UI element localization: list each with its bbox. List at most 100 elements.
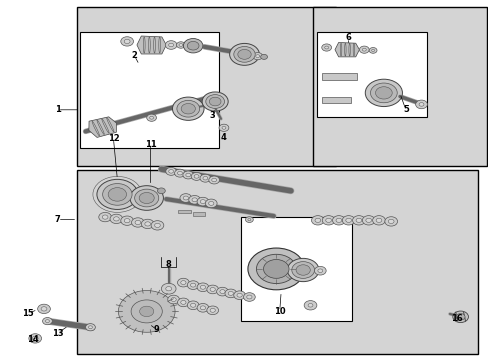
Circle shape bbox=[208, 202, 213, 205]
Circle shape bbox=[210, 309, 215, 312]
Circle shape bbox=[177, 171, 182, 175]
Circle shape bbox=[355, 218, 361, 222]
Circle shape bbox=[121, 216, 133, 225]
Circle shape bbox=[342, 216, 354, 225]
Circle shape bbox=[124, 39, 130, 44]
Circle shape bbox=[311, 216, 324, 225]
Circle shape bbox=[206, 285, 218, 294]
Circle shape bbox=[314, 218, 320, 222]
Text: 5: 5 bbox=[402, 105, 408, 114]
Text: 3: 3 bbox=[209, 111, 215, 120]
Circle shape bbox=[168, 43, 173, 47]
Circle shape bbox=[255, 55, 259, 58]
Circle shape bbox=[135, 220, 141, 225]
Circle shape bbox=[165, 167, 176, 175]
Circle shape bbox=[181, 281, 185, 284]
Circle shape bbox=[256, 254, 296, 284]
Circle shape bbox=[206, 306, 218, 315]
Circle shape bbox=[157, 188, 165, 194]
Circle shape bbox=[118, 291, 175, 332]
Text: 11: 11 bbox=[144, 140, 156, 149]
Circle shape bbox=[304, 301, 316, 310]
Circle shape bbox=[321, 44, 331, 51]
Text: 6: 6 bbox=[345, 33, 351, 42]
Circle shape bbox=[108, 188, 126, 201]
Circle shape bbox=[172, 97, 203, 120]
Bar bbox=[178, 210, 190, 213]
Circle shape bbox=[194, 175, 199, 178]
Circle shape bbox=[41, 307, 47, 311]
Circle shape bbox=[307, 303, 312, 307]
Circle shape bbox=[38, 304, 50, 314]
Circle shape bbox=[130, 186, 163, 210]
Bar bbox=[312, 7, 486, 166]
Polygon shape bbox=[334, 42, 359, 57]
Circle shape bbox=[418, 103, 423, 106]
Circle shape bbox=[332, 216, 345, 225]
Circle shape bbox=[455, 314, 464, 320]
Circle shape bbox=[216, 287, 228, 296]
Circle shape bbox=[188, 195, 200, 204]
Circle shape bbox=[335, 218, 341, 222]
Bar bbox=[316, 32, 426, 117]
Text: 15: 15 bbox=[22, 309, 34, 318]
Circle shape bbox=[121, 37, 133, 46]
Circle shape bbox=[325, 218, 331, 222]
Text: 13: 13 bbox=[52, 328, 63, 338]
Circle shape bbox=[368, 48, 376, 53]
Circle shape bbox=[233, 291, 245, 300]
Circle shape bbox=[452, 311, 468, 323]
Circle shape bbox=[375, 87, 391, 99]
Circle shape bbox=[295, 265, 310, 275]
Text: 10: 10 bbox=[273, 307, 285, 316]
Circle shape bbox=[102, 184, 132, 205]
Circle shape bbox=[365, 79, 402, 107]
Circle shape bbox=[32, 336, 38, 341]
Circle shape bbox=[324, 46, 328, 49]
Circle shape bbox=[190, 303, 195, 307]
Circle shape bbox=[208, 176, 219, 184]
Circle shape bbox=[183, 196, 188, 200]
Circle shape bbox=[185, 173, 190, 177]
Circle shape bbox=[177, 100, 199, 117]
Circle shape bbox=[205, 199, 217, 208]
Circle shape bbox=[99, 212, 111, 222]
Circle shape bbox=[229, 44, 259, 65]
Circle shape bbox=[88, 326, 92, 329]
Circle shape bbox=[245, 217, 253, 222]
Circle shape bbox=[371, 49, 374, 51]
Circle shape bbox=[375, 218, 381, 222]
Circle shape bbox=[362, 48, 366, 51]
Circle shape bbox=[222, 126, 225, 129]
Circle shape bbox=[181, 103, 195, 114]
Circle shape bbox=[171, 298, 176, 301]
Circle shape bbox=[191, 172, 202, 180]
Circle shape bbox=[233, 46, 255, 62]
Circle shape bbox=[237, 293, 242, 297]
Circle shape bbox=[174, 169, 185, 177]
Bar bbox=[321, 73, 356, 80]
Circle shape bbox=[415, 100, 427, 109]
Circle shape bbox=[187, 281, 199, 289]
Circle shape bbox=[45, 320, 49, 323]
Circle shape bbox=[146, 114, 156, 121]
Circle shape bbox=[183, 171, 193, 179]
Circle shape bbox=[345, 218, 351, 222]
Bar bbox=[193, 212, 205, 216]
Circle shape bbox=[165, 287, 171, 291]
Text: 14: 14 bbox=[27, 335, 39, 343]
Circle shape bbox=[42, 318, 52, 325]
Circle shape bbox=[246, 295, 251, 299]
Circle shape bbox=[85, 324, 95, 331]
Bar bbox=[80, 32, 219, 148]
Circle shape bbox=[177, 298, 189, 307]
Text: 12: 12 bbox=[107, 134, 119, 143]
Circle shape bbox=[167, 295, 179, 304]
Circle shape bbox=[202, 92, 228, 111]
Circle shape bbox=[372, 216, 385, 225]
Circle shape bbox=[29, 334, 41, 343]
Circle shape bbox=[224, 289, 236, 298]
Circle shape bbox=[190, 283, 195, 287]
Circle shape bbox=[203, 176, 207, 180]
Text: 9: 9 bbox=[153, 325, 159, 334]
